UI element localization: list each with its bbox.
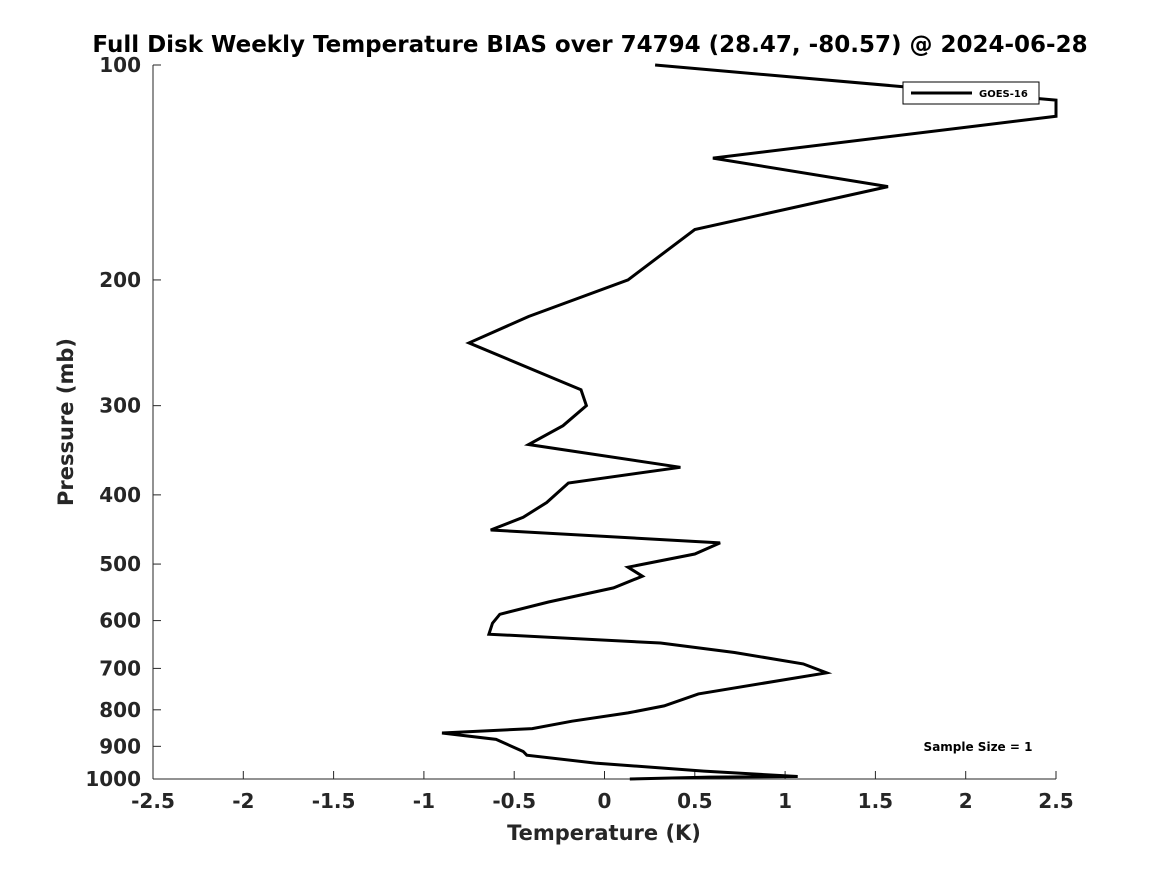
series-layer bbox=[441, 63, 1058, 781]
chart-title: Full Disk Weekly Temperature BIAS over 7… bbox=[92, 32, 1087, 58]
y-tick-label: 200 bbox=[99, 268, 141, 292]
y-axis-label: Pressure (mb) bbox=[54, 338, 78, 506]
x-tick-label: -0.5 bbox=[492, 789, 536, 813]
y-tick-label: 300 bbox=[99, 394, 141, 418]
y-tick-label: 1000 bbox=[85, 767, 141, 791]
x-tick-label: -2 bbox=[232, 789, 254, 813]
x-tick-label: 1 bbox=[778, 789, 792, 813]
sample-size-annotation: Sample Size = 1 bbox=[924, 740, 1033, 754]
x-tick-label: 2 bbox=[959, 789, 973, 813]
x-tick-label: -1.5 bbox=[312, 789, 356, 813]
x-tick-label: 0 bbox=[598, 789, 612, 813]
y-axis-ticks: 100 200 300 400 500 600 700 800 900 1000 bbox=[85, 53, 161, 791]
plot-area bbox=[152, 65, 1056, 780]
y-tick-label: 400 bbox=[99, 483, 141, 507]
y-tick-label: 500 bbox=[99, 552, 141, 576]
y-tick-label: 600 bbox=[99, 609, 141, 633]
series-line-goes-16 bbox=[441, 63, 1058, 781]
y-tick-label: 800 bbox=[99, 698, 141, 722]
legend: GOES-16 bbox=[902, 81, 1040, 105]
x-axis-ticks: -2.5 -2 -1.5 -1 -0.5 0 0.5 1 1.5 2 2.5 bbox=[131, 771, 1074, 813]
legend-label-goes-16: GOES-16 bbox=[979, 89, 1028, 100]
x-tick-label: 2.5 bbox=[1038, 789, 1073, 813]
x-tick-label: -2.5 bbox=[131, 789, 175, 813]
y-tick-label: 100 bbox=[99, 53, 141, 77]
x-tick-label: 0.5 bbox=[677, 789, 712, 813]
y-tick-label: 900 bbox=[99, 734, 141, 758]
x-axis-label: Temperature (K) bbox=[507, 821, 701, 845]
y-tick-label: 700 bbox=[99, 656, 141, 680]
x-tick-label: -1 bbox=[413, 789, 435, 813]
x-tick-label: 1.5 bbox=[858, 789, 893, 813]
